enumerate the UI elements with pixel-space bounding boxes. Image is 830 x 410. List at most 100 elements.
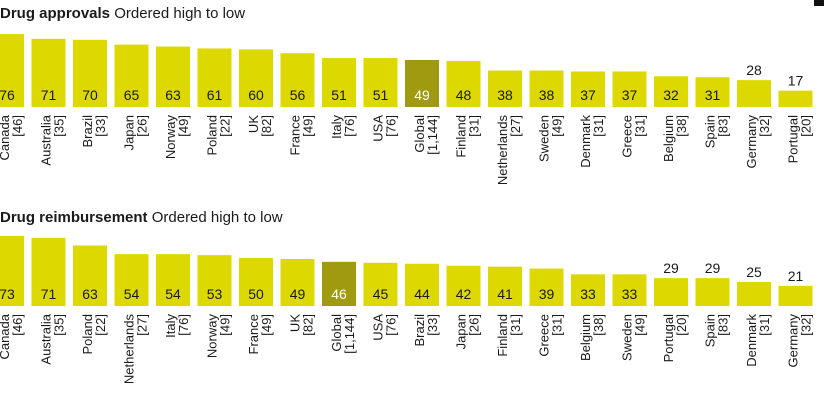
reimbursement-value-label-germany: 21 xyxy=(788,268,804,284)
approvals-bar-global xyxy=(405,59,439,107)
reimbursement-category-n-global: [1,144] xyxy=(342,314,357,354)
reimbursement-bar-group-belgium: 33 Belgium[38] xyxy=(571,274,606,361)
approvals-value-label-finland: 48 xyxy=(456,87,472,103)
approvals-bar-group-netherlands: 38 Netherlands[27] xyxy=(488,70,523,185)
approvals-category-name-australia: Australia xyxy=(39,114,54,165)
approvals-category-name-germany: Germany xyxy=(744,115,759,169)
reimbursement-category-label-greece: Greece[31] xyxy=(537,314,565,357)
approvals-category-label-brazil: Brazil[33] xyxy=(80,115,108,148)
reimbursement-category-n-brazil: [33] xyxy=(425,314,440,336)
reimbursement-category-label-global: Global[1,144] xyxy=(329,314,357,354)
approvals-bar-group-portugal: 17 Portugal[20] xyxy=(778,73,814,164)
reimbursement-bar-group-portugal: 29 Portugal[20] xyxy=(654,260,689,362)
reimbursement-category-label-france: France[49] xyxy=(246,314,274,354)
approvals-category-n-belgium: [38] xyxy=(674,115,689,137)
reimbursement-value-label-denmark: 25 xyxy=(746,264,762,280)
drug-reimbursement-chart: 73Canada[46]71Australia[35]63Poland[22]5… xyxy=(0,235,814,384)
approvals-bar-sweden xyxy=(529,70,564,107)
reimbursement-category-label-norway: Norway[49] xyxy=(205,314,233,359)
reimbursement-bar-group-global: 46 Global[1,144] xyxy=(322,261,357,354)
approvals-bar-group-spain: 31 Spain[83] xyxy=(695,77,731,148)
reimbursement-value-label-poland: 63 xyxy=(82,286,98,302)
approvals-category-label-japan: Japan[26] xyxy=(122,115,150,150)
approvals-value-label-spain: 31 xyxy=(705,87,721,103)
approvals-category-n-australia: [35] xyxy=(52,115,67,137)
reimbursement-bar-portugal xyxy=(654,278,688,306)
corner-mark xyxy=(814,0,824,6)
reimbursement-category-n-japan: [26] xyxy=(467,314,482,336)
approvals-bar-group-sweden: 38 Sweden[49] xyxy=(529,70,565,162)
reimbursement-category-n-germany: [32] xyxy=(799,314,814,336)
reimbursement-bar-denmark xyxy=(737,282,771,306)
approvals-bar-germany xyxy=(737,80,771,107)
approvals-bar-italy xyxy=(322,58,356,107)
approvals-value-label-italy: 51 xyxy=(331,87,347,103)
reimbursement-value-label-greece: 39 xyxy=(539,286,555,302)
reimbursement-category-n-italy: [76] xyxy=(176,314,191,336)
approvals-value-label-norway: 63 xyxy=(165,87,181,103)
approvals-category-label-usa: USA[76] xyxy=(371,115,399,142)
reimbursement-bar-global xyxy=(322,261,356,306)
chart1-title-text: Drug approvals xyxy=(0,5,111,22)
chart2-subtitle: Ordered high to low xyxy=(151,209,283,226)
reimbursement-category-name-belgium: Belgium xyxy=(578,314,593,361)
approvals-value-label-global: 49 xyxy=(414,87,430,103)
reimbursement-category-name-italy: Italy xyxy=(163,314,178,338)
approvals-value-label-portugal: 17 xyxy=(788,73,804,89)
approvals-value-label-greece: 37 xyxy=(622,87,638,103)
approvals-category-n-germany: [32] xyxy=(757,115,772,137)
reimbursement-bar-canada xyxy=(0,235,24,306)
reimbursement-category-label-sweden: Sweden[49] xyxy=(620,314,648,361)
reimbursement-category-name-portugal: Portugal xyxy=(661,314,676,363)
reimbursement-bar-group-denmark: 25 Denmark[31] xyxy=(737,264,772,367)
reimbursement-category-n-denmark: [31] xyxy=(757,314,772,336)
approvals-category-name-portugal: Portugal xyxy=(786,115,801,164)
reimbursement-value-label-belgium: 33 xyxy=(580,286,596,302)
approvals-category-n-netherlands: [27] xyxy=(508,115,523,137)
reimbursement-bar-group-italy: 54 Italy[76] xyxy=(156,254,191,338)
reimbursement-category-name-sweden: Sweden xyxy=(620,314,635,361)
approvals-bar-canada xyxy=(0,34,24,107)
approvals-bar-group-canada: 76 Canada[46] xyxy=(0,34,25,161)
approvals-bar-group-italy: 51 Italy[76] xyxy=(322,58,357,139)
approvals-value-label-uk: 60 xyxy=(248,87,264,103)
reimbursement-bar-uk xyxy=(280,258,315,306)
approvals-category-name-usa: USA xyxy=(371,115,386,142)
reimbursement-category-label-australia: Australia[35] xyxy=(39,313,67,364)
reimbursement-bar-group-norway: 53 Norway[49] xyxy=(197,255,233,359)
reimbursement-value-label-norway: 53 xyxy=(207,286,223,302)
reimbursement-category-label-japan: Japan[26] xyxy=(454,314,482,349)
approvals-bar-belgium xyxy=(654,76,688,107)
reimbursement-value-label-brazil: 44 xyxy=(414,286,430,302)
reimbursement-value-label-canada: 73 xyxy=(0,286,15,302)
reimbursement-bar-group-netherlands: 54 Netherlands[27] xyxy=(114,254,150,384)
approvals-category-name-denmark: Denmark xyxy=(578,115,593,168)
reimbursement-bar-group-finland: 41 Finland[31] xyxy=(488,266,523,357)
reimbursement-value-label-spain: 29 xyxy=(705,260,721,276)
reimbursement-bar-finland xyxy=(488,266,522,306)
reimbursement-bar-brazil xyxy=(405,263,439,306)
reimbursement-category-label-finland: Finland[31] xyxy=(495,314,523,357)
approvals-bar-brazil xyxy=(73,39,107,107)
approvals-bar-greece xyxy=(612,71,647,107)
approvals-category-label-global: Global[1,144] xyxy=(412,115,440,155)
reimbursement-value-label-australia: 71 xyxy=(41,286,57,302)
drug-approvals-chart: 76Canada[46]71Australia[35]70Brazil[33]6… xyxy=(0,34,814,185)
reimbursement-bar-group-france: 50 France[49] xyxy=(239,258,274,354)
approvals-category-label-norway: Norway[49] xyxy=(163,115,191,160)
reimbursement-value-label-portugal: 29 xyxy=(663,260,679,276)
reimbursement-bar-group-brazil: 44 Brazil[33] xyxy=(405,263,440,347)
approvals-category-name-sweden: Sweden xyxy=(537,115,552,162)
approvals-bar-group-australia: 71 Australia[35] xyxy=(31,38,67,166)
approvals-category-label-sweden: Sweden[49] xyxy=(537,115,565,162)
reimbursement-category-label-brazil: Brazil[33] xyxy=(412,314,440,347)
reimbursement-category-n-australia: [35] xyxy=(52,314,67,336)
chart1-title: Drug approvals Ordered high to low xyxy=(0,5,245,22)
approvals-bar-group-finland: 48 Finland[31] xyxy=(446,60,482,158)
reimbursement-bar-group-japan: 42 Japan[26] xyxy=(446,265,482,349)
reimbursement-bar-usa xyxy=(363,262,398,306)
reimbursement-category-label-usa: USA[76] xyxy=(371,314,399,341)
reimbursement-value-label-japan: 42 xyxy=(456,286,472,302)
approvals-category-n-finland: [31] xyxy=(467,115,482,137)
approvals-category-n-greece: [31] xyxy=(633,115,648,137)
